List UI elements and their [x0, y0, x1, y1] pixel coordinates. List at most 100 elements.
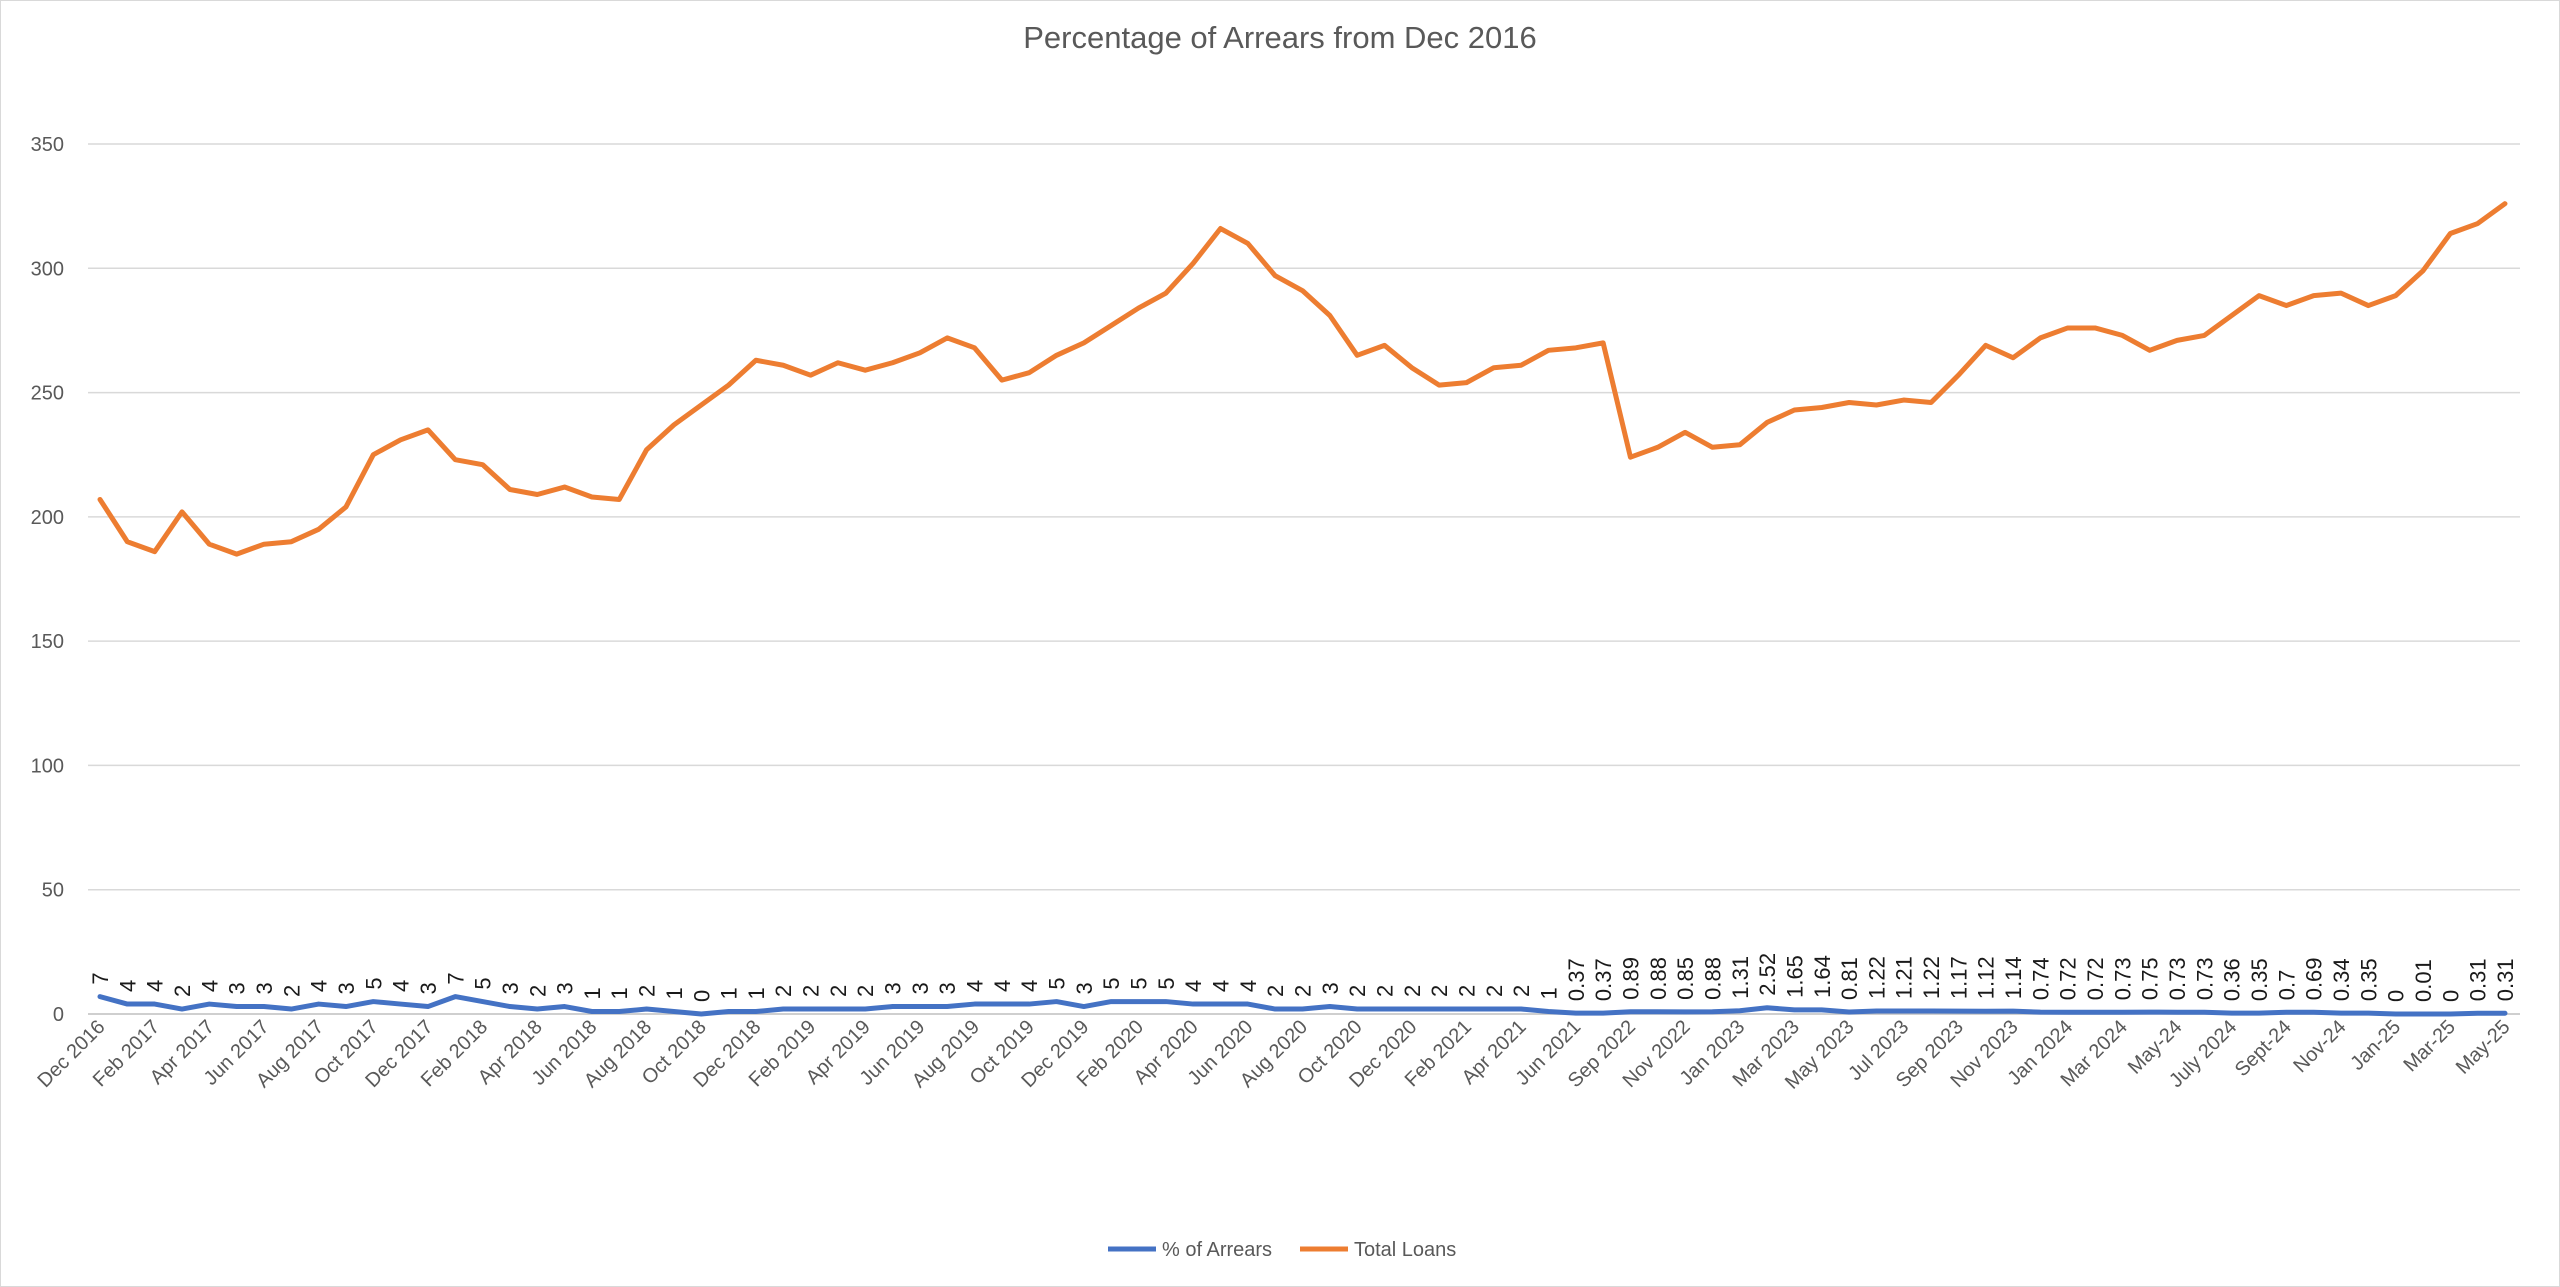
data-label: 1.22 — [1919, 956, 1944, 999]
data-label: 0 — [2384, 990, 2409, 1002]
data-label: 0.35 — [2247, 958, 2272, 1001]
data-label: 1.22 — [1864, 956, 1889, 999]
data-label: 2 — [525, 985, 550, 997]
data-label: 1.14 — [2001, 956, 2026, 999]
data-label: 1 — [1536, 987, 1561, 999]
data-label: 4 — [963, 980, 988, 992]
data-label: 3 — [1318, 982, 1343, 994]
data-label: 2 — [826, 985, 851, 997]
data-label: 2 — [853, 985, 878, 997]
y-tick-label: 200 — [31, 507, 64, 529]
data-label: 2 — [170, 985, 195, 997]
data-label: 4 — [1181, 980, 1206, 992]
data-label: 0 — [689, 990, 714, 1002]
data-label: 1.31 — [1728, 956, 1753, 999]
data-label: 0.37 — [1564, 958, 1589, 1001]
data-label: 1.17 — [1946, 956, 1971, 999]
chart-title: Percentage of Arrears from Dec 2016 — [1023, 20, 1537, 55]
data-label: 5 — [1099, 977, 1124, 989]
data-label: 0.37 — [1591, 958, 1616, 1001]
data-label: 2 — [635, 985, 660, 997]
data-label: 2 — [1400, 985, 1425, 997]
data-label: 1 — [580, 987, 605, 999]
data-label: 0.7 — [2274, 970, 2299, 1001]
data-label: 1 — [717, 987, 742, 999]
series-line-total-loans — [97, 201, 2508, 557]
data-label: 2 — [1482, 985, 1507, 997]
data-label: 3 — [935, 982, 960, 994]
data-label: 0.85 — [1673, 957, 1698, 1000]
y-tick-label: 300 — [31, 258, 64, 280]
y-tick-label: 0 — [53, 1004, 64, 1026]
data-label: 5 — [1127, 977, 1152, 989]
data-label: 2 — [771, 985, 796, 997]
data-label: 0.35 — [2356, 958, 2381, 1001]
data-label: 4 — [1017, 980, 1042, 992]
data-label: 3 — [553, 982, 578, 994]
x-tick-label: May-25 — [2452, 1016, 2515, 1079]
data-label: 0 — [2438, 990, 2463, 1002]
data-label: 3 — [416, 982, 441, 994]
data-label: 7 — [443, 972, 468, 984]
data-label: 0.73 — [2192, 957, 2217, 1000]
data-label: 3 — [252, 982, 277, 994]
data-label: 0.01 — [2411, 959, 2436, 1002]
y-tick-label: 150 — [31, 631, 64, 653]
data-label: 1.65 — [1782, 955, 1807, 998]
data-label: 3 — [881, 982, 906, 994]
data-label: 4 — [115, 980, 140, 992]
data-label: 0.81 — [1837, 957, 1862, 1000]
data-label: 1.12 — [1974, 956, 1999, 999]
y-tick-label: 350 — [31, 134, 64, 156]
gridlines — [88, 143, 2520, 1015]
data-label: 2 — [1509, 985, 1534, 997]
series-lines — [97, 201, 2508, 1017]
data-label: 4 — [143, 980, 168, 992]
data-label: 0.31 — [2466, 958, 2491, 1001]
data-label: 4 — [1236, 980, 1261, 992]
x-tick-label: Mar-25 — [2400, 1016, 2460, 1076]
data-label: 0.73 — [2165, 957, 2190, 1000]
data-label: 1.21 — [1892, 956, 1917, 999]
data-labels: 74 4 2 4 3 3 2 4 3 5 4 37 5 3 2 3 1 1 2 1 0 1 1 2 2 2 2 3 3 3 4 4 4 5 3 5 5 5… — [88, 953, 2518, 1002]
data-label: 3 — [334, 982, 359, 994]
data-label: 0.34 — [2329, 958, 2354, 1001]
legend-label: % of Arrears — [1162, 1239, 1272, 1261]
y-tick-label: 250 — [31, 383, 64, 405]
x-tick-label: Sept-24 — [2231, 1016, 2296, 1081]
data-label: 4 — [990, 980, 1015, 992]
data-label: 5 — [361, 977, 386, 989]
data-label: 5 — [1154, 977, 1179, 989]
data-label: 2 — [1345, 985, 1370, 997]
data-label: 2.52 — [1755, 953, 1780, 996]
data-label: 0.72 — [2083, 957, 2108, 1000]
data-label: 0.88 — [1700, 957, 1725, 1000]
legend-label: Total Loans — [1354, 1239, 1456, 1261]
data-label: 0.69 — [2302, 957, 2327, 1000]
data-label: 1 — [744, 987, 769, 999]
x-tick-label: Nov-24 — [2289, 1016, 2350, 1077]
data-label: 1.64 — [1810, 955, 1835, 998]
legend: % of Arrears Total Loans — [1108, 1239, 1456, 1261]
data-label: 3 — [1072, 982, 1097, 994]
data-label: 0.36 — [2220, 958, 2245, 1001]
data-label: 2 — [1427, 985, 1452, 997]
data-label: 5 — [1045, 977, 1070, 989]
y-tick-label: 50 — [42, 880, 64, 902]
data-label: 0.89 — [1618, 957, 1643, 1000]
data-label: 1 — [662, 987, 687, 999]
data-label: 0.74 — [2028, 957, 2053, 1000]
data-label: 0.72 — [2056, 957, 2081, 1000]
data-label: 2 — [1454, 985, 1479, 997]
data-label: 2 — [1372, 985, 1397, 997]
data-label: 4 — [307, 980, 332, 992]
data-label: 1 — [607, 987, 632, 999]
data-label: 3 — [498, 982, 523, 994]
data-label: 0.31 — [2493, 958, 2518, 1001]
data-label: 2 — [279, 985, 304, 997]
data-label: 4 — [1209, 980, 1234, 992]
data-label: 0.73 — [2110, 957, 2135, 1000]
data-label: 0.75 — [2138, 957, 2163, 1000]
